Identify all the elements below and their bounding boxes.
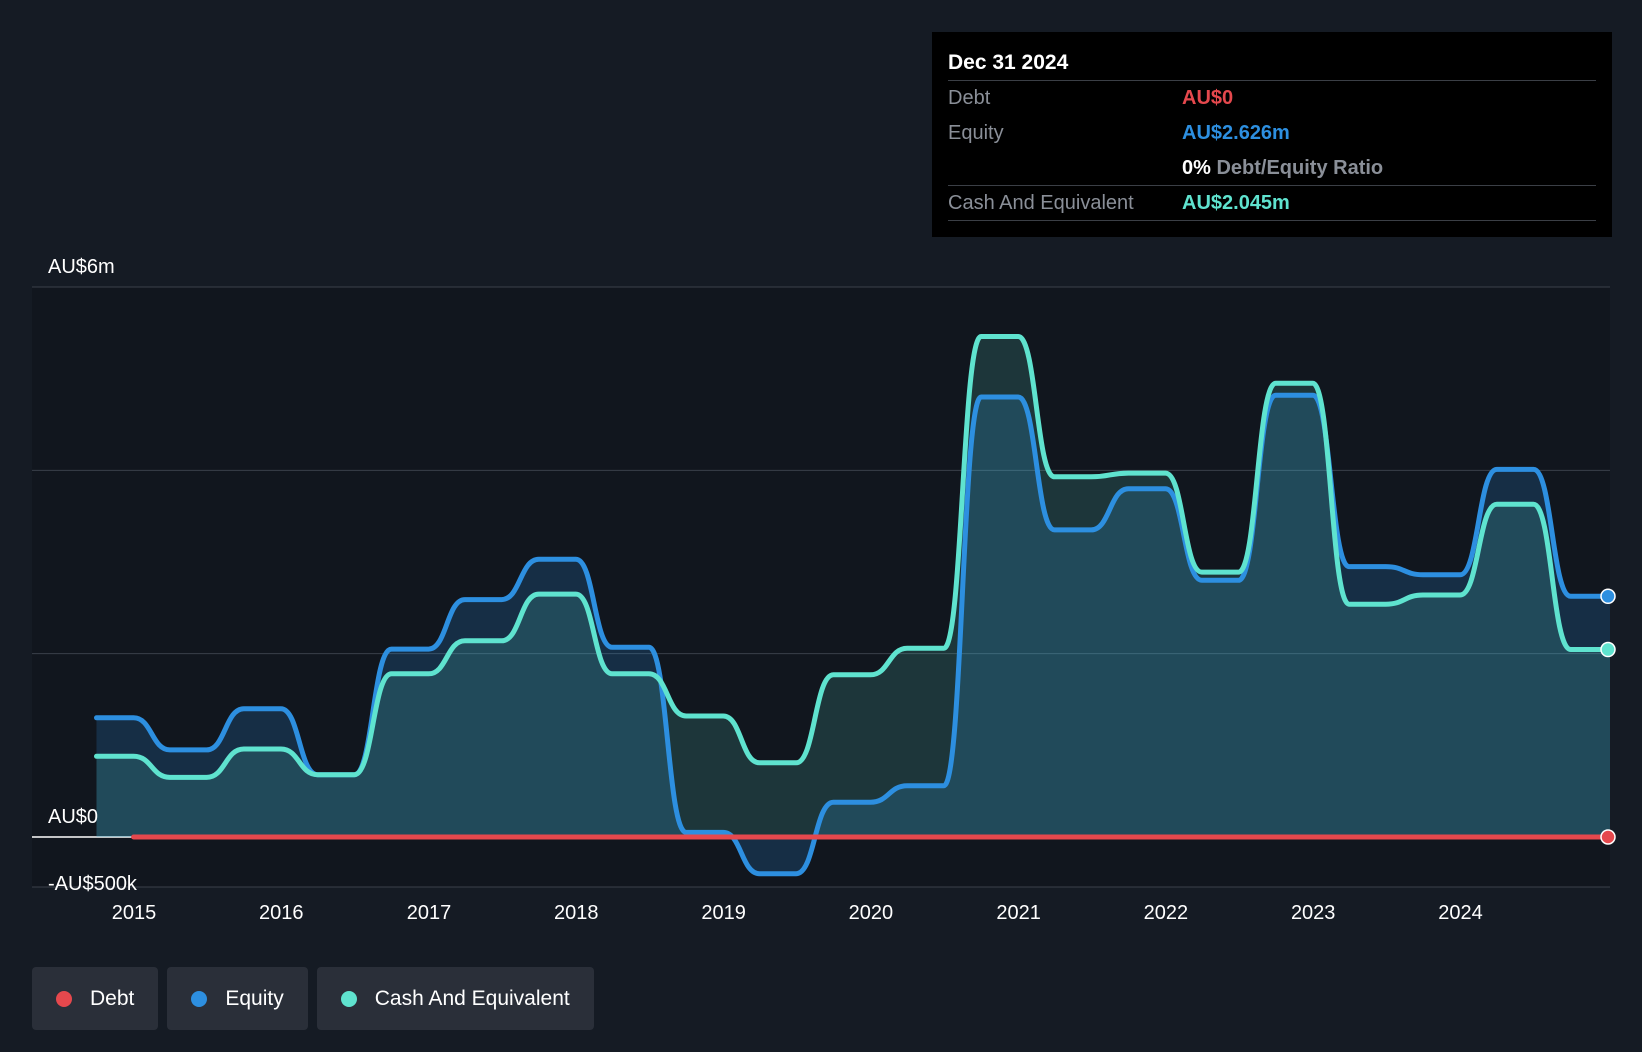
tooltip-debt-label: Debt	[948, 87, 991, 109]
legend-item-debt[interactable]: Debt	[32, 967, 159, 1030]
plot-background	[32, 287, 1610, 887]
tooltip-row-debt: Debt AU$0	[948, 80, 1596, 115]
tooltip-row-ratio: 0% Debt/Equity Ratio	[948, 150, 1596, 185]
tooltip-debt-value: AU$0	[1182, 87, 1234, 109]
x-tick-label: 2021	[996, 902, 1041, 924]
x-tick-label: 2015	[112, 902, 157, 924]
cash-area	[96, 336, 1610, 837]
tooltip-cash-value: AU$2.045m	[1182, 192, 1290, 214]
tooltip-equity-value: AU$2.626m	[1182, 122, 1290, 144]
equity-dot-icon	[191, 990, 208, 1007]
tooltip-equity-label: Equity	[948, 122, 1004, 144]
tooltip-panel: Dec 31 2024 Debt AU$0 Equity AU$2.626m 0…	[932, 32, 1612, 237]
x-tick-label: 2022	[1144, 902, 1189, 924]
x-tick-label: 2018	[554, 902, 599, 924]
cash-line	[94, 334, 1610, 780]
legend-label-cash: Cash And Equivalent	[374, 986, 570, 1010]
legend-item-equity[interactable]: Equity	[167, 967, 308, 1030]
x-tick-label: 2020	[849, 902, 894, 924]
y-tick-label: AU$0	[48, 806, 98, 828]
x-tick-label: 2019	[701, 902, 746, 924]
cash-end-marker[interactable]	[1600, 641, 1616, 658]
equity-end-marker[interactable]	[1600, 588, 1616, 605]
y-tick-label: -AU$500k	[48, 873, 138, 895]
tooltip-cash-label: Cash And Equivalent	[948, 192, 1134, 214]
legend-label-debt: Debt	[90, 986, 135, 1010]
tooltip-row-cash: Cash And Equivalent AU$2.045m	[948, 185, 1596, 221]
tooltip-ratio-value: 0%	[1182, 157, 1211, 179]
cash-dot-icon	[340, 990, 357, 1007]
equity-area	[96, 395, 1610, 874]
tooltip-ratio-label: Debt/Equity Ratio	[1216, 157, 1384, 179]
x-tick-label: 2016	[259, 902, 304, 924]
x-tick-label: 2017	[407, 902, 452, 924]
debt-end-marker[interactable]	[1600, 829, 1616, 845]
legend-label-equity: Equity	[225, 986, 284, 1010]
x-tick-label: 2024	[1438, 902, 1483, 924]
legend-item-cash[interactable]: Cash And Equivalent	[316, 967, 594, 1030]
y-tick-label: AU$6m	[48, 256, 115, 278]
tooltip-date: Dec 31 2024	[948, 51, 1069, 74]
tooltip-ratio: 0% Debt/Equity Ratio	[1182, 151, 1383, 185]
tooltip-row-equity: Equity AU$2.626m	[948, 115, 1596, 150]
legend: Debt Equity Cash And Equivalent	[32, 967, 594, 1030]
x-tick-label: 2023	[1291, 902, 1336, 924]
debt-dot-icon	[56, 990, 72, 1007]
